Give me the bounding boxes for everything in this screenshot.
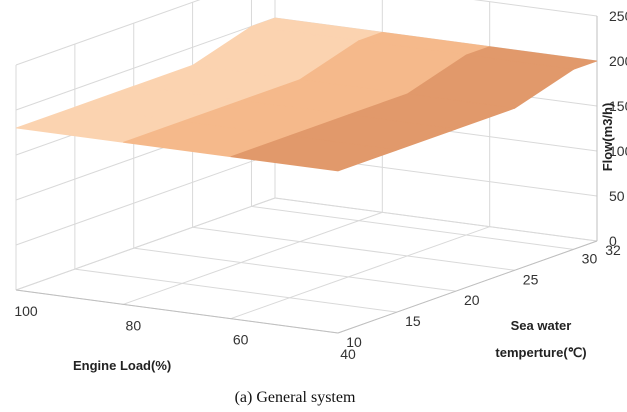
floor-gridline <box>192 226 515 271</box>
side-wall-gridline <box>15 17 276 111</box>
x-tick-label: 100 <box>14 303 38 319</box>
y-tick-label: 10 <box>346 334 362 350</box>
right-edge <box>337 240 598 334</box>
back-wall-gridline <box>473 0 598 17</box>
figure-caption: (a) General system <box>235 389 356 406</box>
y-axis-title-line1: Sea water <box>511 318 572 333</box>
surface-cell <box>230 135 398 172</box>
surface-plot <box>15 17 598 172</box>
z-axis-title: Flow(m3/h) <box>600 103 615 172</box>
x-tick-label: 40 <box>340 346 356 362</box>
y-tick-label: 15 <box>405 313 421 329</box>
z-tick-label: 50 <box>609 188 625 204</box>
side-wall-gridline <box>15 152 276 246</box>
floor-gridline <box>15 197 276 291</box>
front-edge <box>15 289 339 334</box>
z-tick-label: 200 <box>609 53 627 69</box>
z-tick-label: 150 <box>609 98 627 114</box>
z-tick-label: 0 <box>609 233 617 249</box>
floor-gridline <box>74 268 397 313</box>
y-tick-label: 25 <box>523 271 539 287</box>
floor-gridline <box>230 226 490 320</box>
floor-gridline <box>274 197 598 242</box>
z-tick-label: 100 <box>609 143 627 159</box>
y-tick-label: 30 <box>582 250 598 266</box>
side-wall-gridline <box>15 0 201 66</box>
x-tick-label: 80 <box>126 317 142 333</box>
x-tick-label: 60 <box>233 332 249 348</box>
y-axis-title-line2: temperture(℃) <box>495 345 586 360</box>
floor-gridline <box>123 211 383 305</box>
z-tick-label: 250 <box>609 8 627 24</box>
y-tick-label: 32 <box>605 242 621 258</box>
x-axis-title: Engine Load(%) <box>73 358 171 373</box>
y-tick-label: 20 <box>464 292 480 308</box>
floor-gridline <box>133 247 456 292</box>
floor-gridline <box>251 205 574 250</box>
